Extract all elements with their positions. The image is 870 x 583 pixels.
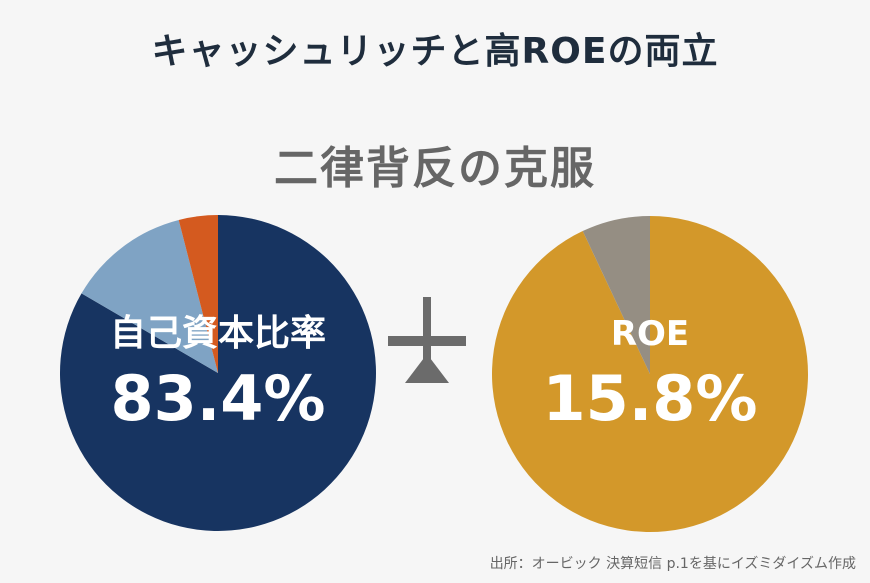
equity-slice-1: [81, 219, 219, 373]
chart-subtitle: 二律背反の克服: [274, 143, 596, 194]
equity-ratio-value: 83.4%: [110, 362, 325, 435]
roe-value: 15.8%: [542, 362, 757, 435]
roe-slice-0: [491, 216, 808, 532]
roe-label: ROE: [611, 314, 689, 354]
equity-slice-2: [178, 215, 218, 373]
balance-scale-icon: [388, 297, 466, 383]
roe-slice-1: [582, 216, 650, 374]
equity-slice-0: [59, 215, 376, 531]
chart-title: キャッシュリッチと高ROEの両立: [151, 31, 719, 72]
roe-pie: [491, 216, 808, 532]
source-note: 出所：オービック 決算短信 p.1を基にイズミダイズム作成: [489, 556, 856, 572]
equity-ratio-pie: [59, 215, 376, 531]
equity-ratio-label: 自己資本比率: [110, 313, 326, 354]
